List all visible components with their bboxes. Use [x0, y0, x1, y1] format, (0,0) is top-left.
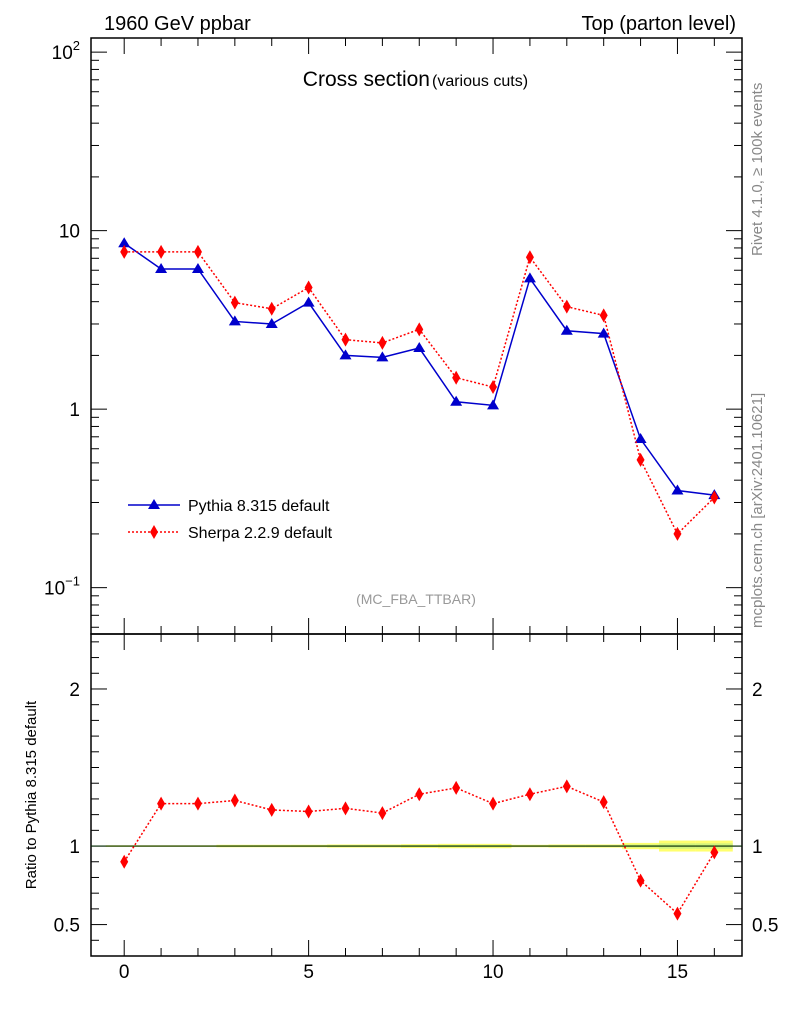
- mcplots-label: mcplots.cern.ch [arXiv:2401.10621]: [749, 393, 766, 628]
- data-point-sherpa: [193, 244, 202, 259]
- y-tick-label-main: 1: [69, 400, 80, 421]
- ratio-point-sherpa: [673, 906, 682, 921]
- data-point-pythia: [118, 237, 131, 248]
- y-tick-label-ratio-left: 1: [69, 837, 80, 858]
- ratio-point-sherpa: [489, 796, 498, 811]
- x-tick-label: 15: [667, 962, 688, 983]
- data-point-pythia: [228, 315, 241, 326]
- ratio-point-sherpa: [378, 806, 387, 821]
- ratio-panel-frame: [90, 633, 743, 957]
- legend: Pythia 8.315 default Sherpa 2.2.9 defaul…: [128, 498, 333, 542]
- legend-label-pythia: Pythia 8.315 default: [188, 498, 330, 515]
- y-tick-label-ratio-right: 0.5: [752, 916, 778, 937]
- x-tick-label: 10: [482, 962, 503, 983]
- data-point-sherpa: [341, 332, 350, 347]
- main-title: Cross section: [303, 68, 430, 91]
- ratio-point-sherpa: [304, 804, 313, 819]
- ratio-point-sherpa: [157, 796, 166, 811]
- y-tick-label-ratio-right: 2: [752, 680, 763, 701]
- data-point-sherpa: [120, 244, 129, 259]
- series-line-sherpa: [124, 251, 715, 536]
- data-point-pythia: [487, 399, 500, 410]
- data-point-pythia: [450, 395, 463, 406]
- x-tick-label: 5: [303, 962, 314, 983]
- data-point-pythia: [523, 272, 536, 283]
- data-point-pythia: [634, 433, 647, 444]
- ratio-point-sherpa: [636, 873, 645, 888]
- legend-label-sherpa: Sherpa 2.2.9 default: [188, 525, 333, 542]
- header-right: Top (parton level): [581, 13, 736, 35]
- ratio-point-sherpa: [562, 779, 571, 794]
- ratio-point-sherpa: [452, 780, 461, 795]
- x-tick-label: 0: [119, 962, 130, 983]
- ratio-point-sherpa: [193, 796, 202, 811]
- rivet-label: Rivet 4.1.0, ≥ 100k events: [749, 83, 766, 256]
- ratio-point-sherpa: [120, 854, 129, 869]
- data-point-sherpa: [415, 322, 424, 337]
- data-point-pythia: [339, 349, 352, 360]
- data-point-sherpa: [562, 299, 571, 314]
- ratio-point-sherpa: [267, 802, 276, 817]
- y-tick-label-main: 10: [59, 222, 80, 243]
- series-line-pythia: [123, 242, 715, 496]
- data-point-pythia: [560, 324, 573, 335]
- y-tick-label-ratio-right: 1: [752, 837, 763, 858]
- ratio-point-sherpa: [230, 793, 239, 808]
- data-point-sherpa: [599, 308, 608, 323]
- legend-marker-sherpa: [150, 525, 158, 539]
- main-panel-frame: [90, 37, 743, 635]
- y-tick-label-ratio-left: 0.5: [54, 916, 80, 937]
- ratio-point-sherpa: [525, 787, 534, 802]
- data-point-pythia: [265, 317, 278, 328]
- ratio-point-sherpa: [415, 787, 424, 802]
- ratio-point-sherpa: [599, 795, 608, 810]
- data-point-pythia: [302, 296, 315, 307]
- data-point-sherpa: [525, 250, 534, 265]
- ratio-line-sherpa: [123, 785, 715, 915]
- data-point-sherpa: [378, 335, 387, 350]
- data-point-sherpa: [452, 370, 461, 385]
- data-point-sherpa: [636, 452, 645, 467]
- data-point-sherpa: [710, 490, 719, 505]
- ratio-point-sherpa: [341, 801, 350, 816]
- header-left: 1960 GeV ppbar: [104, 13, 251, 35]
- y-tick-label-main: 10−1: [44, 574, 80, 600]
- data-point-pythia: [376, 351, 389, 362]
- data-point-pythia: [191, 262, 204, 273]
- data-point-sherpa: [230, 295, 239, 310]
- data-point-pythia: [597, 327, 610, 338]
- data-point-sherpa: [304, 280, 313, 295]
- ratio-point-sherpa: [710, 845, 719, 860]
- data-point-sherpa: [157, 244, 166, 259]
- y-tick-label-ratio-left: 2: [69, 680, 80, 701]
- data-point-pythia: [671, 484, 684, 495]
- y-tick-label-main: 102: [52, 38, 80, 64]
- analysis-watermark: (MC_FBA_TTBAR): [356, 591, 476, 607]
- legend-marker-pythia: [148, 499, 160, 509]
- data-point-sherpa: [673, 526, 682, 541]
- ratio-ylabel: Ratio to Pythia 8.315 default: [23, 700, 40, 889]
- data-point-pythia: [413, 342, 426, 353]
- main-subtitle: (various cuts): [432, 73, 528, 90]
- data-point-sherpa: [489, 380, 498, 395]
- data-point-pythia: [155, 262, 168, 273]
- data-point-sherpa: [267, 301, 276, 316]
